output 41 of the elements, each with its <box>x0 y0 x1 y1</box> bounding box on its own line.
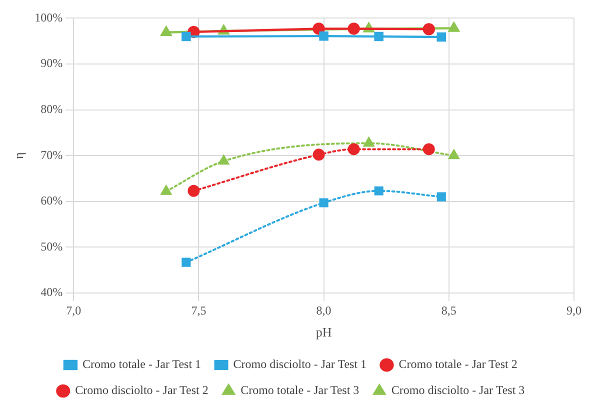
point <box>312 148 325 161</box>
y-tick-label: 100% <box>34 10 63 24</box>
point <box>319 198 328 208</box>
point <box>182 258 191 267</box>
legend-label: Cromo totale - Jar Test 2 <box>398 357 518 372</box>
point <box>160 185 172 195</box>
point <box>348 22 360 35</box>
point <box>348 143 360 156</box>
x-tick-label: 9,0 <box>566 303 582 318</box>
point <box>312 22 325 35</box>
legend-label: Cromo totale - Jar Test 1 <box>82 357 202 372</box>
legend-label: Cromo totale - Jar Test 3 <box>240 383 360 398</box>
point <box>374 32 384 42</box>
point <box>218 155 230 165</box>
point <box>364 137 374 147</box>
point <box>319 31 328 41</box>
point <box>160 26 172 36</box>
x-tick-label: 7,5 <box>191 303 206 318</box>
point <box>448 22 460 32</box>
y-tick-label: 60% <box>40 194 63 208</box>
legend-label: Cromo disciolto - Jar Test 1 <box>233 357 367 372</box>
y-tick-label: 90% <box>40 56 63 70</box>
y-tick-label: 40% <box>40 285 63 300</box>
x-tick-label: 8,5 <box>441 303 456 318</box>
legend-label: Cromo disciolto - Jar Test 3 <box>391 383 525 398</box>
y-axis-title: η <box>11 152 26 160</box>
x-tick-label: 7,0 <box>66 303 82 318</box>
point <box>436 32 446 42</box>
point <box>436 192 446 202</box>
point <box>422 143 435 156</box>
point <box>448 150 460 160</box>
point <box>374 186 384 196</box>
legend-label: Cromo disciolto - Jar Test 2 <box>75 383 208 398</box>
point <box>422 23 435 36</box>
y-tick-label: 80% <box>40 102 63 116</box>
point <box>188 184 200 197</box>
y-tick-label: 50% <box>40 239 63 254</box>
point <box>182 32 191 42</box>
x-tick-label: 8,0 <box>316 303 332 318</box>
y-tick-label: 70% <box>40 148 63 162</box>
x-axis-title: pH <box>316 324 332 340</box>
